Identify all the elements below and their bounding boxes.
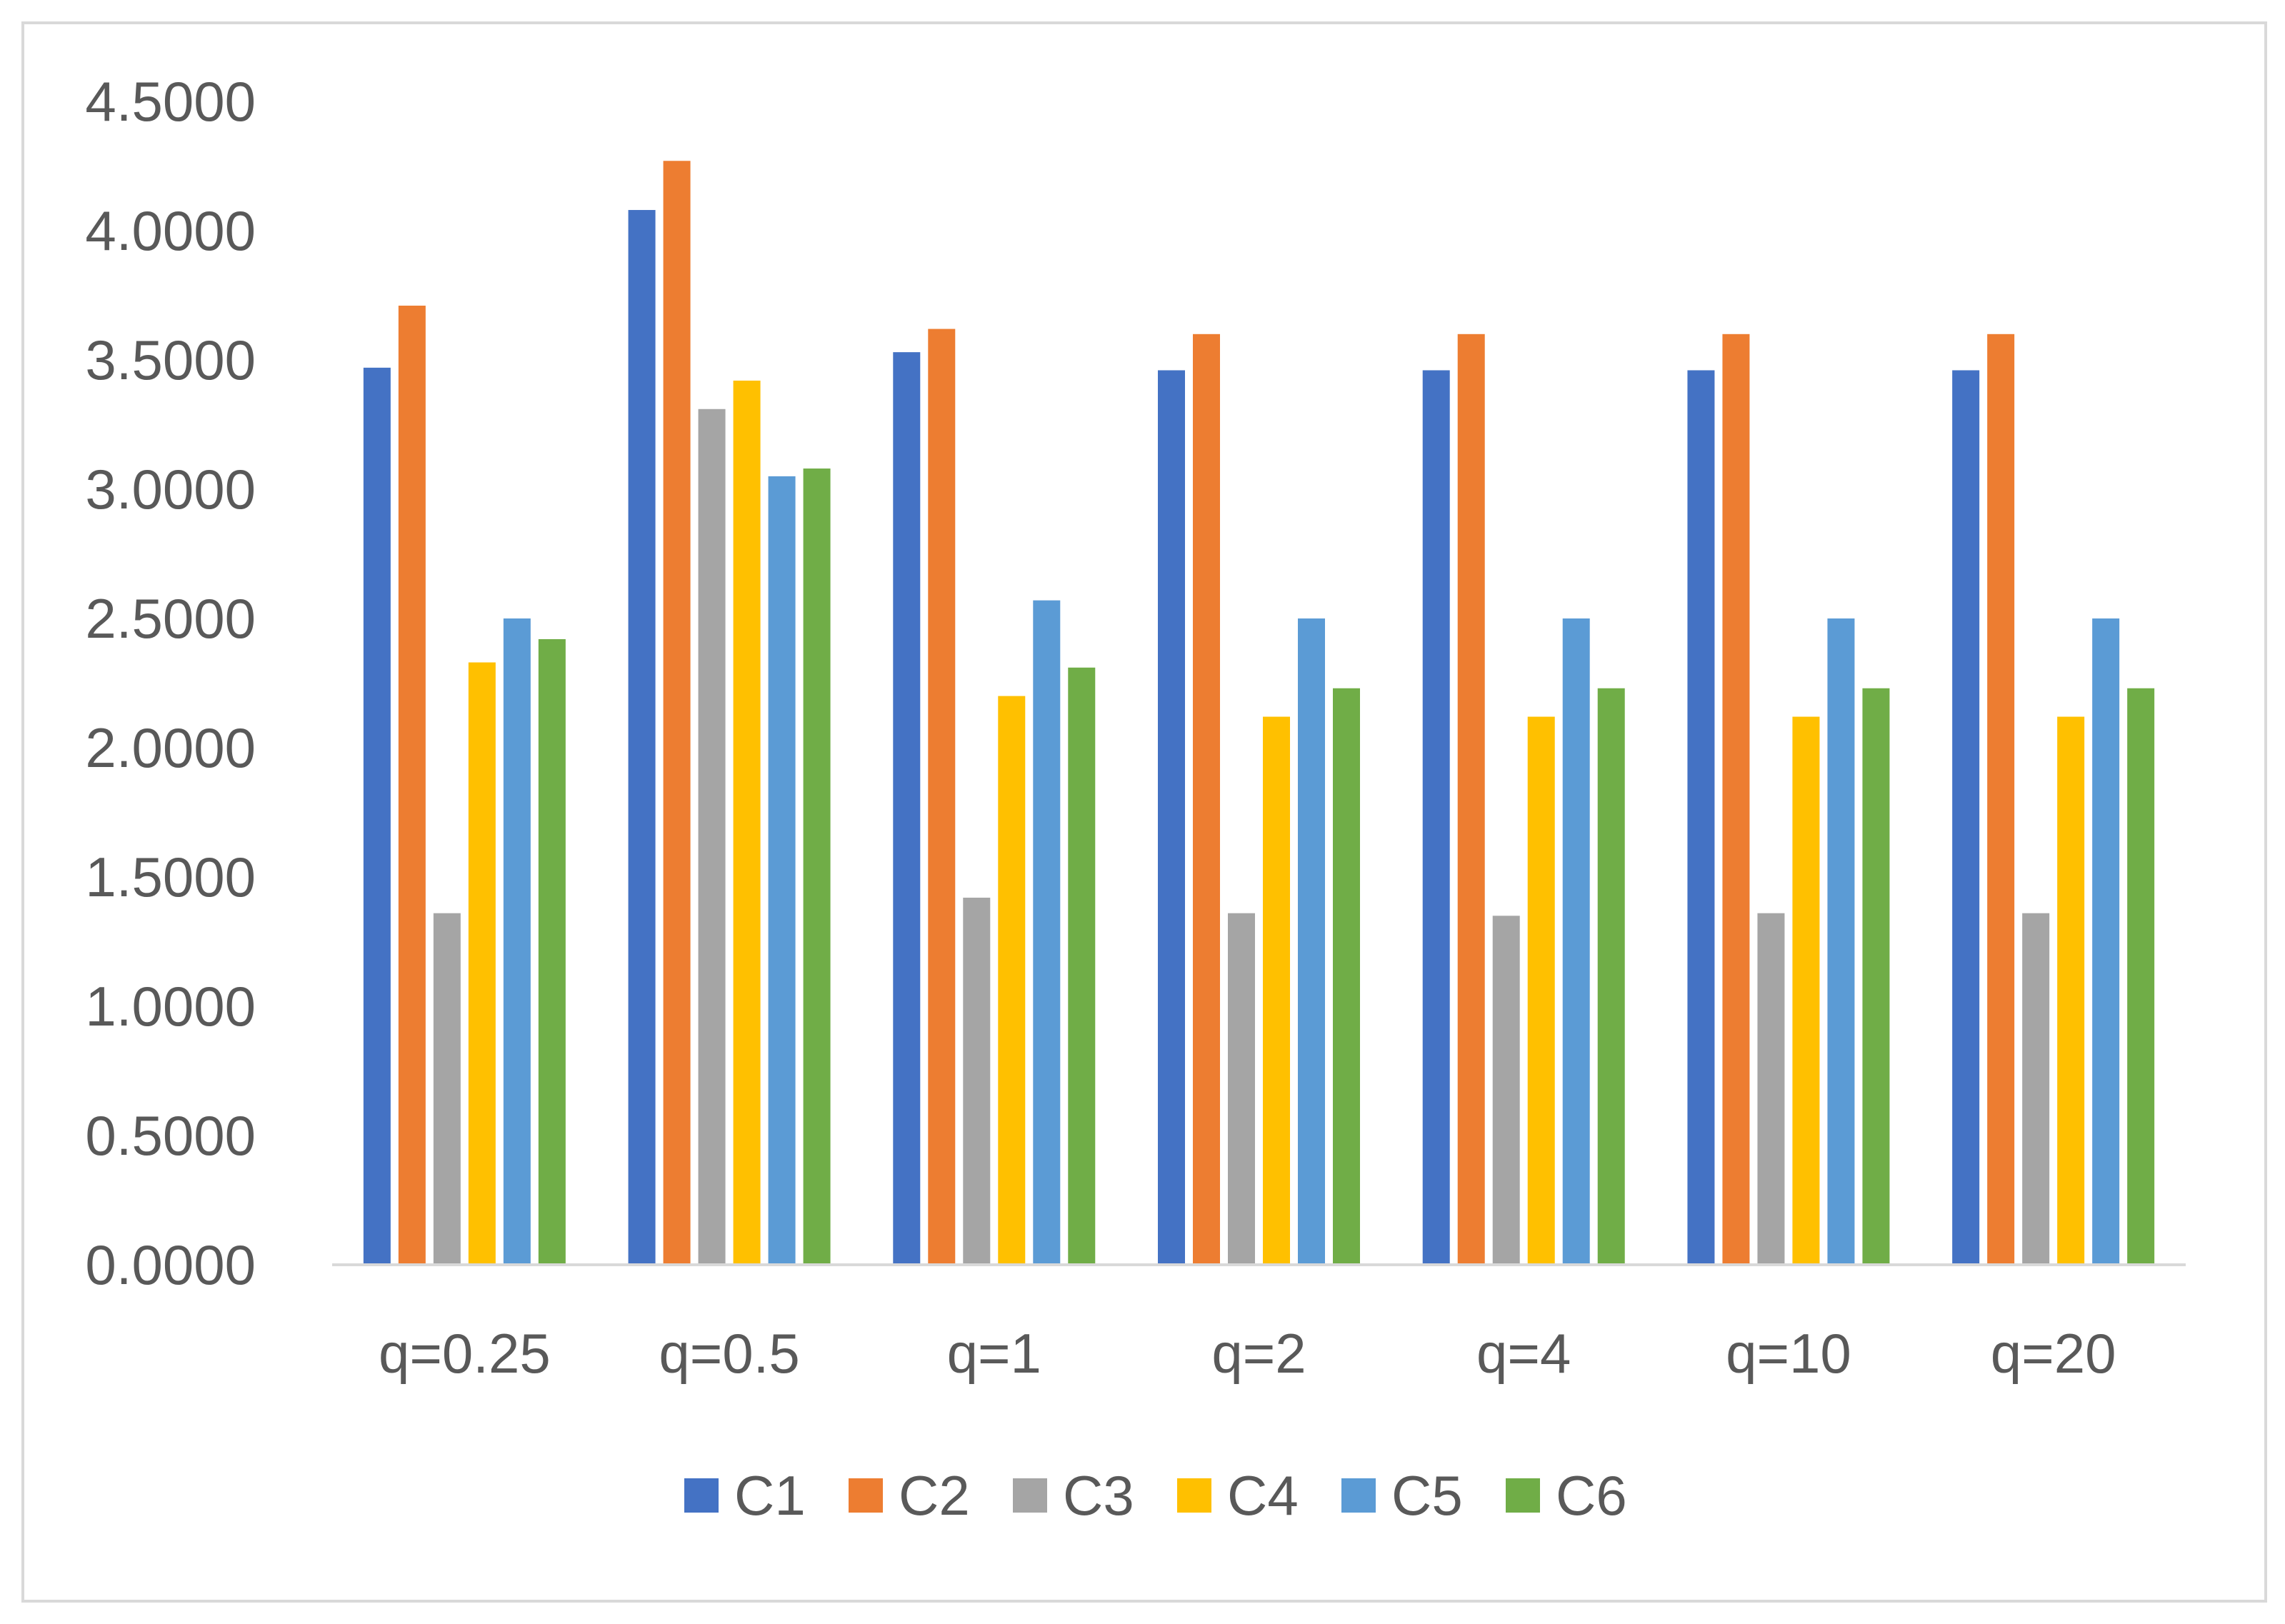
y-tick-label: 3.0000: [85, 458, 256, 521]
legend-label-c3: C3: [1063, 1464, 1134, 1527]
bar-c6-q-1: [1068, 667, 1096, 1265]
bar-c1-q-0-25: [363, 367, 391, 1265]
bar-c4-q-0-5: [733, 380, 761, 1265]
legend-swatch-c5: [1341, 1478, 1376, 1513]
bar-c2-q-10: [1722, 334, 1750, 1265]
bar-c5-q-4: [1562, 618, 1590, 1265]
bar-c6-q-20: [2127, 688, 2155, 1265]
y-tick-label: 4.0000: [85, 199, 256, 262]
x-tick-label: q=0.25: [379, 1322, 551, 1385]
chart-border: [21, 21, 2267, 1603]
bar-c6-q-10: [1862, 688, 1890, 1265]
legend-swatch-c1: [684, 1478, 719, 1513]
y-tick-label: 4.5000: [85, 70, 256, 133]
x-axis-tick-labels: q=0.25 q=0.5 q=1 q=2 q=4 q=10 q=20: [379, 1322, 2116, 1385]
bar-c1-q-2: [1158, 370, 1185, 1265]
bar-c1-q-1: [893, 352, 921, 1265]
bar-c4-q-4: [1527, 716, 1555, 1265]
bar-c6-q-0-25: [538, 638, 566, 1265]
legend-label-c4: C4: [1227, 1464, 1299, 1527]
x-tick-label: q=4: [1476, 1322, 1571, 1385]
bar-c1-q-4: [1422, 370, 1450, 1265]
bar-c3-q-1: [963, 897, 991, 1265]
bar-c2-q-2: [1193, 334, 1220, 1265]
bar-c2-q-4: [1457, 334, 1485, 1265]
bar-c5-q-1: [1033, 600, 1061, 1265]
bar-c4-q-2: [1263, 716, 1290, 1265]
bar-c3-q-4: [1492, 916, 1520, 1265]
bar-c2-q-20: [1987, 334, 2015, 1265]
legend-label-c6: C6: [1556, 1464, 1627, 1527]
bar-c1-q-10: [1687, 370, 1715, 1265]
y-axis-tick-labels: 0.0000 0.5000 1.0000 1.5000 2.0000 2.5000 3.00…: [85, 70, 256, 1296]
legend-label-c2: C2: [899, 1464, 970, 1527]
legend: C1 C2 C3 C4 C5 C6: [684, 1464, 1627, 1527]
bar-c4-q-10: [1792, 716, 1820, 1265]
x-tick-label: q=0.5: [659, 1322, 799, 1385]
bar-c1-q-0-5: [628, 210, 656, 1265]
bar-c6-q-0-5: [803, 468, 831, 1265]
legend-swatch-c2: [849, 1478, 883, 1513]
bar-c2-q-0-25: [398, 305, 426, 1265]
bar-c5-q-0-25: [503, 618, 531, 1265]
x-tick-label: q=2: [1211, 1322, 1306, 1385]
legend-swatch-c3: [1013, 1478, 1047, 1513]
y-tick-label: 0.5000: [85, 1104, 256, 1167]
bar-c1-q-20: [1952, 370, 1980, 1265]
legend-swatch-c4: [1177, 1478, 1211, 1513]
bar-c4-q-20: [2057, 716, 2085, 1265]
bar-c4-q-1: [998, 696, 1026, 1265]
bar-c3-q-2: [1228, 913, 1255, 1265]
legend-swatch-c6: [1506, 1478, 1540, 1513]
y-tick-label: 1.0000: [85, 975, 256, 1038]
legend-label-c1: C1: [734, 1464, 806, 1527]
bar-c3-q-20: [2022, 913, 2050, 1265]
x-tick-label: q=10: [1726, 1322, 1851, 1385]
bar-c3-q-0-5: [698, 408, 726, 1265]
bar-c6-q-4: [1597, 688, 1625, 1265]
bar-c5-q-10: [1827, 618, 1855, 1265]
bar-c6-q-2: [1333, 688, 1360, 1265]
x-tick-label: q=1: [947, 1322, 1041, 1385]
bar-c5-q-0-5: [768, 476, 796, 1265]
bar-c3-q-0-25: [433, 913, 461, 1265]
y-tick-label: 1.5000: [85, 846, 256, 908]
y-tick-label: 2.0000: [85, 716, 256, 779]
y-tick-label: 0.0000: [85, 1233, 256, 1296]
bar-c2-q-1: [928, 329, 956, 1265]
bar-c5-q-20: [2092, 618, 2120, 1265]
bars: [363, 161, 2155, 1265]
y-tick-label: 2.5000: [85, 587, 256, 650]
x-tick-label: q=20: [1991, 1322, 2116, 1385]
bar-c4-q-0-25: [468, 662, 496, 1265]
bar-c2-q-0-5: [663, 161, 691, 1265]
bar-c3-q-10: [1757, 913, 1785, 1265]
bar-c5-q-2: [1298, 618, 1325, 1265]
y-tick-label: 3.5000: [85, 329, 256, 391]
legend-label-c5: C5: [1391, 1464, 1463, 1527]
